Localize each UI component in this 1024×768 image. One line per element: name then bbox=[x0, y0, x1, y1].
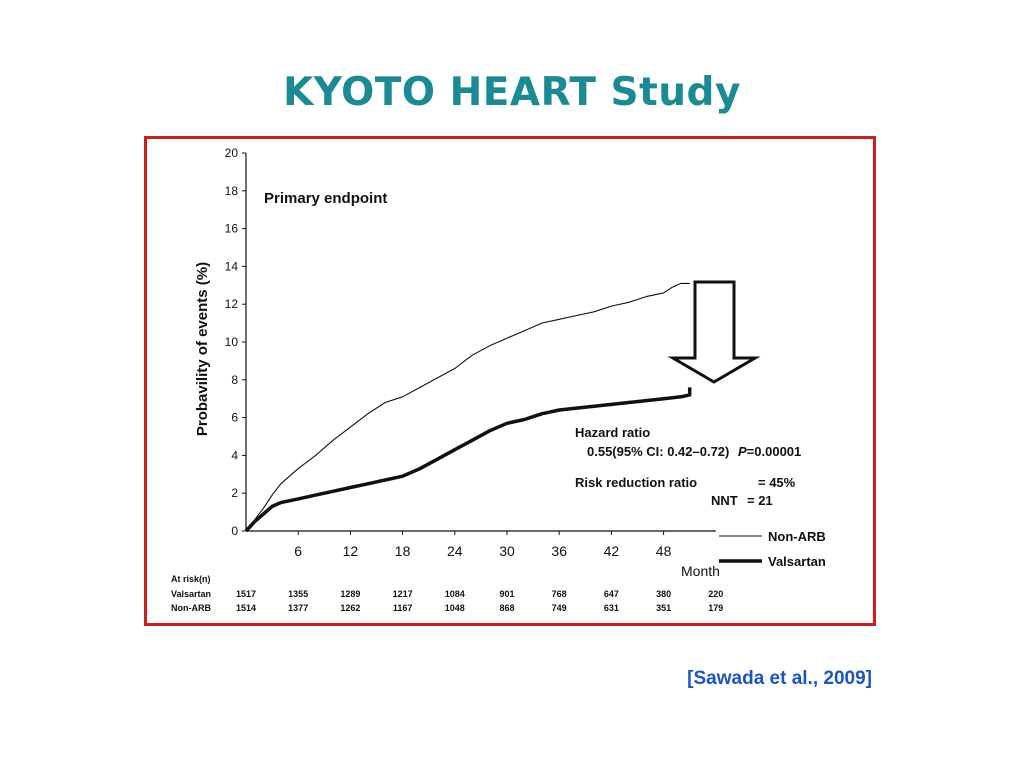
at-risk-value: 768 bbox=[552, 589, 567, 599]
at-risk-value: 1048 bbox=[445, 603, 465, 613]
at-risk-value: 179 bbox=[708, 603, 723, 613]
legend-label-non-arb: Non-ARB bbox=[768, 529, 826, 544]
y-tick-label: 4 bbox=[231, 448, 238, 462]
series-line-valsartan bbox=[244, 387, 692, 533]
at-risk-value: 1289 bbox=[340, 589, 360, 599]
chart-frame: 0 2 4 6 8 10 12 14 16 18 20 6 12 18 24 30 36 42 48 Primary… bbox=[144, 136, 876, 626]
at-risk-value: 901 bbox=[499, 589, 514, 599]
at-risk-value: 220 bbox=[708, 589, 723, 599]
reduction-arrow bbox=[667, 280, 761, 384]
x-tick-label: 24 bbox=[447, 543, 463, 559]
p-value: =0.00001 bbox=[747, 444, 802, 459]
y-tick-label: 6 bbox=[231, 411, 238, 425]
y-tick-label: 12 bbox=[225, 297, 239, 311]
nnt-value: = 21 bbox=[747, 493, 773, 508]
x-tick-label: 30 bbox=[499, 543, 515, 559]
x-tick-label: 12 bbox=[343, 543, 359, 559]
at-risk-value: 380 bbox=[656, 589, 671, 599]
at-risk-header: At risk(n) bbox=[171, 574, 211, 584]
at-risk-row-label-non-arb: Non-ARB bbox=[171, 603, 211, 613]
x-tick-label: 42 bbox=[604, 543, 620, 559]
y-axis-label: Probavility of events (%) bbox=[194, 262, 211, 436]
nnt-label: NNT bbox=[711, 493, 738, 508]
x-tick-label: 6 bbox=[294, 543, 302, 559]
y-tick-label: 20 bbox=[225, 146, 239, 160]
legend-label-valsartan: Valsartan bbox=[768, 554, 826, 569]
at-risk-value: 1514 bbox=[236, 603, 256, 613]
y-tick-label: 8 bbox=[231, 373, 238, 387]
x-tick-label: 18 bbox=[395, 543, 411, 559]
rrr-label: Risk reduction ratio bbox=[575, 475, 697, 490]
y-tick-label: 14 bbox=[225, 259, 239, 273]
at-risk-value: 647 bbox=[604, 589, 619, 599]
y-tick-label: 10 bbox=[225, 335, 239, 349]
y-tick-label: 16 bbox=[225, 222, 239, 236]
x-tick-label: 48 bbox=[656, 543, 672, 559]
at-risk-value: 1355 bbox=[288, 589, 308, 599]
citation: [Sawada et al., 2009] bbox=[687, 668, 872, 689]
series-line-non-arb bbox=[245, 282, 690, 532]
at-risk-value: 1167 bbox=[393, 603, 413, 613]
p-label: P bbox=[738, 444, 747, 459]
y-tick-label: 0 bbox=[231, 524, 238, 538]
hazard-ratio-title: Hazard ratio bbox=[575, 425, 650, 440]
slide-title: KYOTO HEART Study bbox=[283, 70, 741, 115]
at-risk-value: 1217 bbox=[393, 589, 413, 599]
at-risk-value: 749 bbox=[552, 603, 567, 613]
at-risk-value: 631 bbox=[604, 603, 619, 613]
at-risk-value: 1262 bbox=[340, 603, 360, 613]
at-risk-value: 1377 bbox=[288, 603, 308, 613]
at-risk-value: 1084 bbox=[445, 589, 465, 599]
chart-title: Primary endpoint bbox=[264, 190, 387, 207]
hazard-ratio-line: 0.55(95% CI: 0.42–0.72) P=0.00001 bbox=[587, 444, 801, 459]
x-tick-label: 36 bbox=[551, 543, 567, 559]
rrr-value: = 45% bbox=[758, 475, 796, 490]
at-risk-row-label-valsartan: Valsartan bbox=[171, 589, 211, 599]
x-axis-label: Month bbox=[681, 563, 720, 579]
at-risk-value: 868 bbox=[499, 603, 514, 613]
at-risk-value: 1517 bbox=[236, 589, 256, 599]
y-tick-label: 18 bbox=[225, 184, 239, 198]
at-risk-value: 351 bbox=[656, 603, 671, 613]
y-tick-label: 2 bbox=[231, 486, 238, 500]
hazard-ratio-value: 0.55(95% CI: 0.42–0.72) bbox=[587, 444, 729, 459]
legend: Non-ARB Valsartan bbox=[719, 529, 826, 569]
